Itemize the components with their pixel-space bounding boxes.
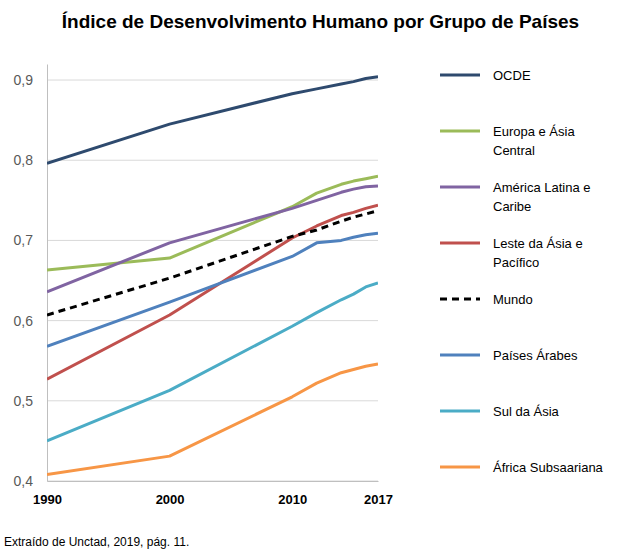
legend-item: América Latina e Caribe: [440, 180, 591, 214]
chart: Índice de Desenvolvimento Humano por Gru…: [0, 0, 641, 552]
legend: OCDE Europa e Ásia Central América Latina e…: [440, 68, 604, 475]
y-tick: 0,6: [14, 313, 47, 329]
grid: [47, 80, 378, 481]
legend-item: Países Árabes: [440, 348, 578, 363]
legend-label: África Subsaariana: [493, 460, 604, 475]
y-tick: 0,4: [14, 473, 47, 489]
y-axis-line: [47, 65, 48, 482]
legend-label: Mundo: [493, 292, 533, 307]
legend-swatch: [440, 466, 480, 469]
legend-swatch: [440, 298, 480, 301]
y-tick: 0,7: [14, 232, 47, 248]
legend-label-line: Países Árabes: [493, 348, 578, 363]
source-note: Extraído de Unctad, 2019, pág. 11.: [4, 535, 189, 549]
legend-label-line: América Latina e: [493, 180, 591, 195]
legend-label-line: Sul da Ásia: [493, 404, 560, 419]
legend-item: Mundo: [440, 292, 533, 307]
legend-label: Europa e Ásia Central: [493, 124, 575, 158]
x-tick: 1990: [33, 481, 62, 507]
x-tick: 2000: [156, 481, 185, 507]
grid-line: [47, 400, 378, 401]
series-line: [47, 186, 378, 292]
legend-label-line: OCDE: [493, 68, 531, 83]
series-line: [47, 283, 378, 441]
y-tick-label: 0,4: [14, 473, 34, 489]
legend-label-line: Mundo: [493, 292, 533, 307]
legend-item: Sul da Ásia: [440, 404, 560, 419]
legend-swatch: [440, 130, 480, 133]
legend-label-line: Caribe: [493, 199, 531, 214]
legend-label-line: Leste da Ásia e: [493, 236, 583, 251]
grid-line: [47, 320, 378, 321]
legend-label-line: Pacífico: [493, 255, 539, 270]
series-line: [47, 205, 378, 379]
legend-swatch: [440, 354, 480, 357]
grid-line: [47, 80, 378, 81]
series-line: [47, 364, 378, 475]
x-axis: 1990 2000 2010 2017: [33, 481, 393, 507]
series-line: [47, 233, 378, 346]
y-axis: 0,4 0,5 0,6 0,7 0,8 0,9: [14, 65, 48, 489]
x-tick-label: 2010: [278, 492, 307, 507]
legend-label: Países Árabes: [493, 348, 578, 363]
legend-swatch: [440, 242, 480, 245]
y-tick-label: 0,7: [14, 232, 34, 248]
legend-swatch: [440, 410, 480, 413]
x-tick-label: 1990: [33, 492, 62, 507]
y-tick-label: 0,5: [14, 393, 34, 409]
x-tick: 2017: [364, 481, 393, 507]
legend-label: Sul da Ásia: [493, 404, 560, 419]
grid-line: [47, 481, 378, 482]
y-tick-label: 0,6: [14, 313, 34, 329]
legend-label-line: África Subsaariana: [493, 460, 604, 475]
title: Índice de Desenvolvimento Humano por Gru…: [62, 11, 579, 32]
legend-item: Europa e Ásia Central: [440, 124, 575, 158]
legend-label: OCDE: [493, 68, 531, 83]
legend-swatch: [440, 186, 480, 189]
series-line: [47, 77, 378, 164]
series-line: [47, 211, 378, 315]
y-tick-label: 0,9: [14, 72, 34, 88]
x-axis-line: [48, 481, 379, 482]
lines: [47, 77, 378, 475]
y-tick: 0,8: [14, 152, 47, 168]
legend-item: Leste da Ásia e Pacífico: [440, 236, 583, 270]
legend-swatch: [440, 74, 480, 77]
x-tick-label: 2017: [364, 492, 393, 507]
grid-line: [47, 160, 378, 161]
legend-item: África Subsaariana: [440, 460, 604, 475]
x-tick: 2010: [278, 481, 307, 507]
series-line: [47, 176, 378, 270]
y-tick: 0,5: [14, 393, 47, 409]
legend-label-line: Europa e Ásia: [493, 124, 575, 139]
y-tick-label: 0,8: [14, 152, 34, 168]
legend-label-line: Central: [493, 143, 535, 158]
y-tick: 0,9: [14, 72, 47, 88]
legend-item: OCDE: [440, 68, 531, 83]
legend-label: Leste da Ásia e Pacífico: [493, 236, 583, 270]
legend-label: América Latina e Caribe: [493, 180, 591, 214]
x-tick-label: 2000: [156, 492, 185, 507]
